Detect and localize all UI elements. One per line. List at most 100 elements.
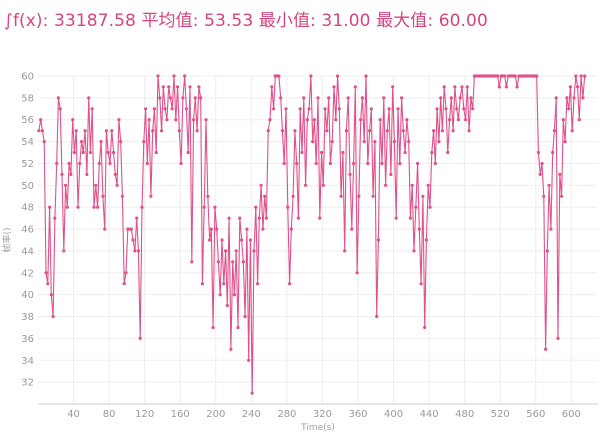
data-point bbox=[433, 161, 437, 166]
data-point bbox=[542, 194, 546, 198]
data-point bbox=[179, 161, 183, 166]
data-point bbox=[147, 118, 151, 122]
data-point bbox=[152, 107, 156, 111]
data-point bbox=[140, 205, 144, 209]
data-point bbox=[289, 227, 293, 231]
x-tick-label: 280 bbox=[277, 409, 296, 420]
data-point bbox=[247, 358, 251, 362]
data-point bbox=[357, 194, 361, 198]
data-point bbox=[462, 107, 466, 111]
data-point bbox=[229, 347, 233, 351]
data-point bbox=[154, 150, 158, 155]
data-point bbox=[236, 325, 240, 330]
data-point bbox=[327, 96, 331, 100]
data-point bbox=[380, 161, 384, 166]
data-point bbox=[360, 96, 364, 100]
data-point bbox=[456, 118, 460, 122]
data-point bbox=[168, 96, 172, 100]
data-point bbox=[145, 161, 149, 166]
data-point bbox=[387, 107, 391, 111]
data-point bbox=[291, 194, 295, 198]
data-point bbox=[266, 129, 270, 133]
data-point bbox=[574, 74, 578, 78]
data-point bbox=[348, 172, 352, 176]
data-point bbox=[76, 205, 80, 209]
data-point bbox=[81, 150, 85, 155]
data-point bbox=[85, 172, 89, 176]
y-tick-label: 50 bbox=[21, 181, 34, 192]
data-point bbox=[172, 74, 176, 78]
data-point bbox=[248, 238, 252, 242]
data-point bbox=[337, 107, 341, 111]
data-point bbox=[398, 161, 402, 166]
data-point bbox=[188, 85, 192, 89]
y-tick-label: 56 bbox=[21, 115, 34, 126]
data-point bbox=[288, 282, 292, 286]
data-point bbox=[346, 96, 350, 100]
data-point bbox=[197, 85, 201, 89]
data-point bbox=[142, 140, 146, 144]
data-point bbox=[424, 238, 428, 242]
data-point bbox=[437, 140, 441, 144]
data-point bbox=[117, 118, 121, 122]
data-point bbox=[211, 325, 215, 330]
data-point bbox=[270, 85, 274, 89]
data-point bbox=[163, 107, 167, 111]
data-point bbox=[64, 183, 68, 187]
data-point bbox=[119, 140, 123, 144]
data-point bbox=[435, 107, 439, 111]
y-tick-label: 38 bbox=[21, 312, 34, 323]
data-point bbox=[334, 118, 338, 122]
data-point bbox=[259, 183, 263, 187]
data-point bbox=[312, 118, 316, 122]
x-tick-label: 160 bbox=[171, 409, 190, 420]
data-point bbox=[382, 96, 386, 100]
data-point bbox=[88, 150, 92, 155]
data-point bbox=[176, 85, 180, 89]
data-point bbox=[90, 107, 94, 111]
data-point bbox=[579, 74, 583, 78]
data-point bbox=[496, 74, 500, 78]
data-point bbox=[195, 129, 199, 133]
data-point bbox=[49, 293, 53, 297]
data-point bbox=[277, 74, 281, 78]
data-point bbox=[439, 96, 443, 100]
data-point bbox=[325, 129, 329, 133]
data-point bbox=[355, 271, 359, 275]
data-point bbox=[359, 118, 363, 122]
data-point bbox=[410, 183, 414, 187]
data-point bbox=[407, 140, 411, 144]
data-point bbox=[568, 85, 573, 89]
data-point bbox=[449, 96, 453, 100]
data-point bbox=[304, 183, 308, 187]
data-point bbox=[216, 260, 220, 264]
x-tick-label: 80 bbox=[103, 409, 116, 420]
data-point bbox=[552, 129, 557, 133]
data-point bbox=[264, 216, 268, 220]
data-point bbox=[515, 85, 519, 89]
data-point bbox=[104, 129, 108, 133]
data-point bbox=[375, 314, 379, 319]
data-point bbox=[570, 129, 574, 133]
data-point bbox=[545, 249, 549, 253]
data-point bbox=[46, 282, 50, 286]
data-point bbox=[218, 293, 222, 297]
data-point bbox=[245, 227, 249, 231]
data-point bbox=[133, 249, 137, 253]
data-point bbox=[328, 161, 332, 166]
data-point bbox=[565, 96, 569, 100]
data-point bbox=[135, 216, 139, 220]
y-axis-label: 帧率() bbox=[1, 227, 13, 252]
data-point bbox=[58, 107, 62, 111]
data-point bbox=[51, 314, 55, 319]
data-point bbox=[40, 129, 45, 133]
x-tick-label: 360 bbox=[348, 409, 367, 420]
data-point bbox=[396, 107, 400, 111]
data-point bbox=[465, 85, 469, 89]
data-point bbox=[263, 194, 267, 198]
y-tick-label: 34 bbox=[21, 356, 34, 367]
data-point bbox=[103, 227, 107, 231]
data-point bbox=[295, 161, 299, 166]
data-point bbox=[455, 107, 459, 111]
data-point bbox=[252, 249, 256, 253]
